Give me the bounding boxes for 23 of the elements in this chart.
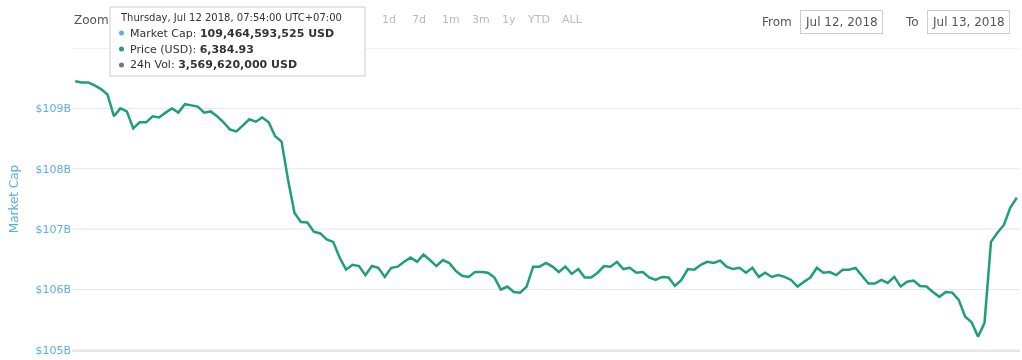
y-axis-title: Market Cap <box>6 164 21 234</box>
y-tick-label: $108B <box>35 162 71 176</box>
text: Jul 12, 2018 <box>805 15 878 29</box>
annotation: 24h Vol: 3,569,620,000 USD <box>130 58 298 71</box>
y-tick-label: $106B <box>35 283 71 297</box>
text: From <box>762 15 792 29</box>
y-tick-label: $109B <box>35 102 71 116</box>
text: Zoom <box>74 13 109 27</box>
text: To <box>905 15 919 29</box>
annotation: Price (USD): 6,384.93 <box>130 43 254 56</box>
text: Thursday, Jul 12 2018, 07:54:00 UTC+07:00 <box>120 12 342 23</box>
text: 1d <box>382 13 396 26</box>
text: ALL <box>562 13 583 26</box>
text: 7d <box>412 13 426 26</box>
text: Jul 13, 2018 <box>932 15 1005 29</box>
text: 1m <box>442 13 460 26</box>
text: YTD <box>527 13 550 26</box>
y-tick-label: $107B <box>35 223 71 237</box>
text: 3m <box>472 13 490 26</box>
line-series <box>73 79 1019 338</box>
text: Market Cap: 109,464,593,525 USD <box>130 27 335 40</box>
y-tick-label: $105B <box>35 343 71 357</box>
text: 1y <box>502 13 516 26</box>
